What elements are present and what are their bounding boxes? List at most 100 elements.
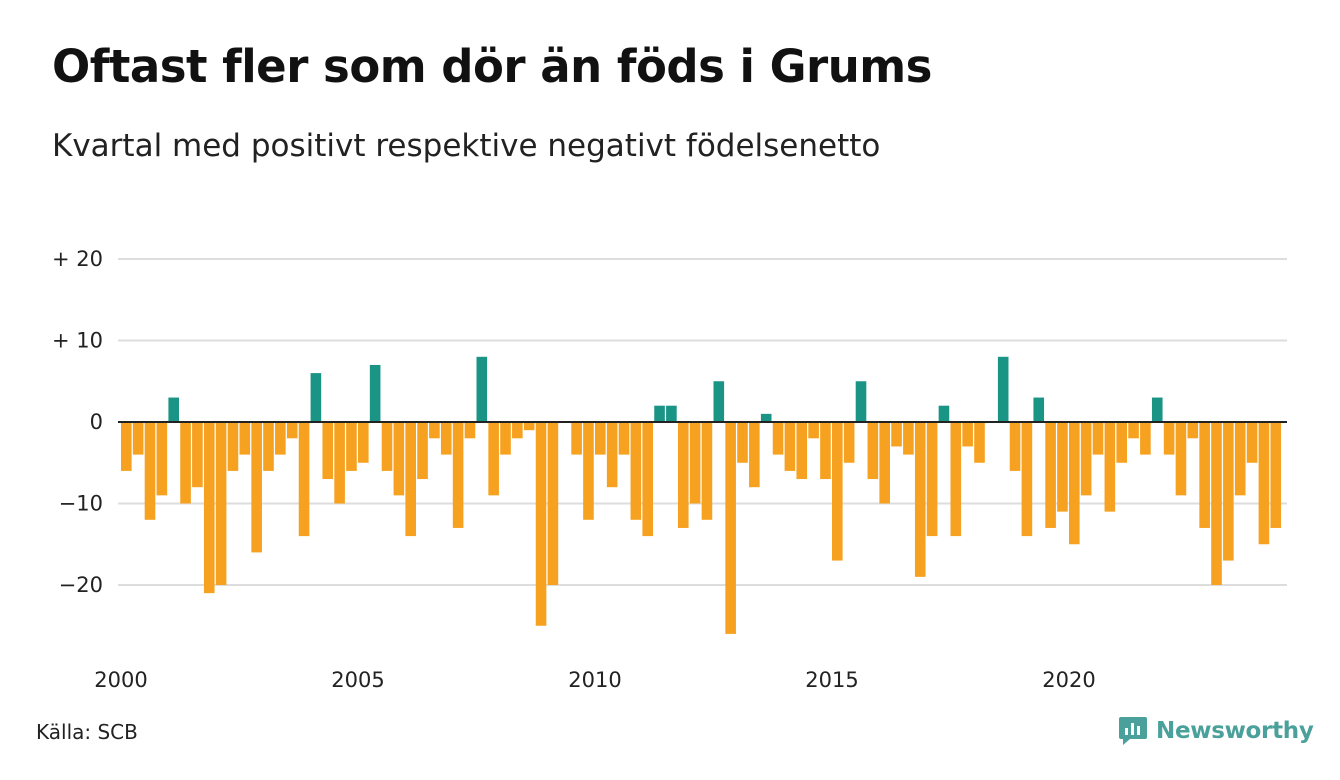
bar-negative [677,422,689,528]
bar-negative [630,422,642,520]
bar-negative [1045,422,1056,528]
bar-negative [1163,422,1175,455]
bar-negative [571,422,582,455]
bar-negative [891,422,902,447]
bar-negative [381,422,393,471]
bar-positive [997,356,1009,422]
y-tick-label: −10 [59,492,103,516]
bar-positive [476,356,488,422]
bar-negative [298,422,310,537]
bar-chart: + 20 + 10 0 −10 −20 2000 2005 2010 2015 2020 [52,247,1287,692]
bar-negative [1092,422,1104,455]
bar-positive [713,381,725,422]
bar-negative [547,422,559,585]
bar-negative [1234,422,1246,496]
bar-negative [914,422,926,577]
bar-negative [725,422,736,634]
bar-negative [488,422,499,496]
bar-positive [760,413,772,422]
bar-series [121,356,1282,634]
bar-positive [1033,397,1045,422]
bar-negative [1140,422,1151,455]
bar-negative [926,422,938,537]
bar-negative [417,422,428,480]
bar-positive [666,405,677,422]
axes: + 20 + 10 0 −10 −20 2000 2005 2010 2015 2020 [52,247,1287,692]
bar-negative [1080,422,1092,496]
bar-negative [606,422,618,488]
bar-negative [275,422,286,455]
bar-negative [251,422,262,553]
bar-negative [358,422,369,463]
bar-positive [1151,397,1163,422]
bar-negative [1175,422,1187,496]
bar-negative [215,422,227,585]
bar-negative [192,422,203,488]
bar-negative [784,422,796,471]
bar-negative [393,422,405,496]
y-tick-label: 0 [90,410,103,434]
bar-negative [1223,422,1234,561]
bar-negative [523,422,535,431]
bar-negative [962,422,973,447]
bar-negative [1057,422,1068,512]
bar-negative [701,422,713,520]
bar-negative [1069,422,1080,545]
y-tick-label: + 20 [52,247,103,271]
bar-negative [1104,422,1116,512]
chart-title: Oftast fler som dör än föds i Grums [52,40,932,93]
x-tick-label: 2010 [568,668,621,692]
x-tick-label: 2005 [331,668,384,692]
bar-negative [1021,422,1033,537]
bar-negative [286,422,298,439]
bar-negative [1246,422,1258,463]
bar-negative [263,422,274,471]
y-tick-label: + 10 [52,329,103,353]
bar-negative [1258,422,1270,545]
y-tick-label: −20 [59,573,103,597]
bar-negative [772,422,784,455]
bar-negative [500,422,511,455]
bar-negative [144,422,156,520]
bar-negative [974,422,985,463]
bar-negative [903,422,914,455]
bar-negative [832,422,843,561]
bar-negative [156,422,168,496]
bar-negative [1199,422,1210,528]
bar-negative [440,422,452,455]
bar-negative [595,422,606,455]
bar-negative [346,422,357,471]
x-tick-label: 2015 [805,668,858,692]
bar-negative [808,422,819,439]
bar-negative [642,422,653,537]
bar-positive [168,397,179,422]
source-note: Källa: SCB [36,720,138,744]
bar-negative [334,422,345,504]
bar-negative [429,422,440,439]
bar-positive [654,405,665,422]
bar-negative [1211,422,1222,585]
bar-negative [512,422,523,439]
bar-negative [239,422,251,455]
bar-negative [203,422,215,594]
bar-negative [689,422,701,504]
bar-negative [1270,422,1282,528]
bar-negative [227,422,239,471]
bar-negative [737,422,748,463]
bar-negative [1116,422,1127,463]
bar-negative [867,422,879,480]
x-tick-label: 2000 [94,668,147,692]
bar-negative [1187,422,1199,439]
bar-negative [796,422,808,480]
newsworthy-logo-icon [1119,717,1147,745]
brand-name: Newsworthy [1156,718,1314,744]
bar-negative [820,422,831,480]
bar-negative [121,422,132,471]
bar-negative [180,422,191,504]
bar-negative [535,422,547,626]
bar-positive [369,364,381,422]
bar-negative [843,422,855,463]
bar-negative [1009,422,1021,471]
bar-negative [464,422,476,439]
bar-negative [1128,422,1139,439]
